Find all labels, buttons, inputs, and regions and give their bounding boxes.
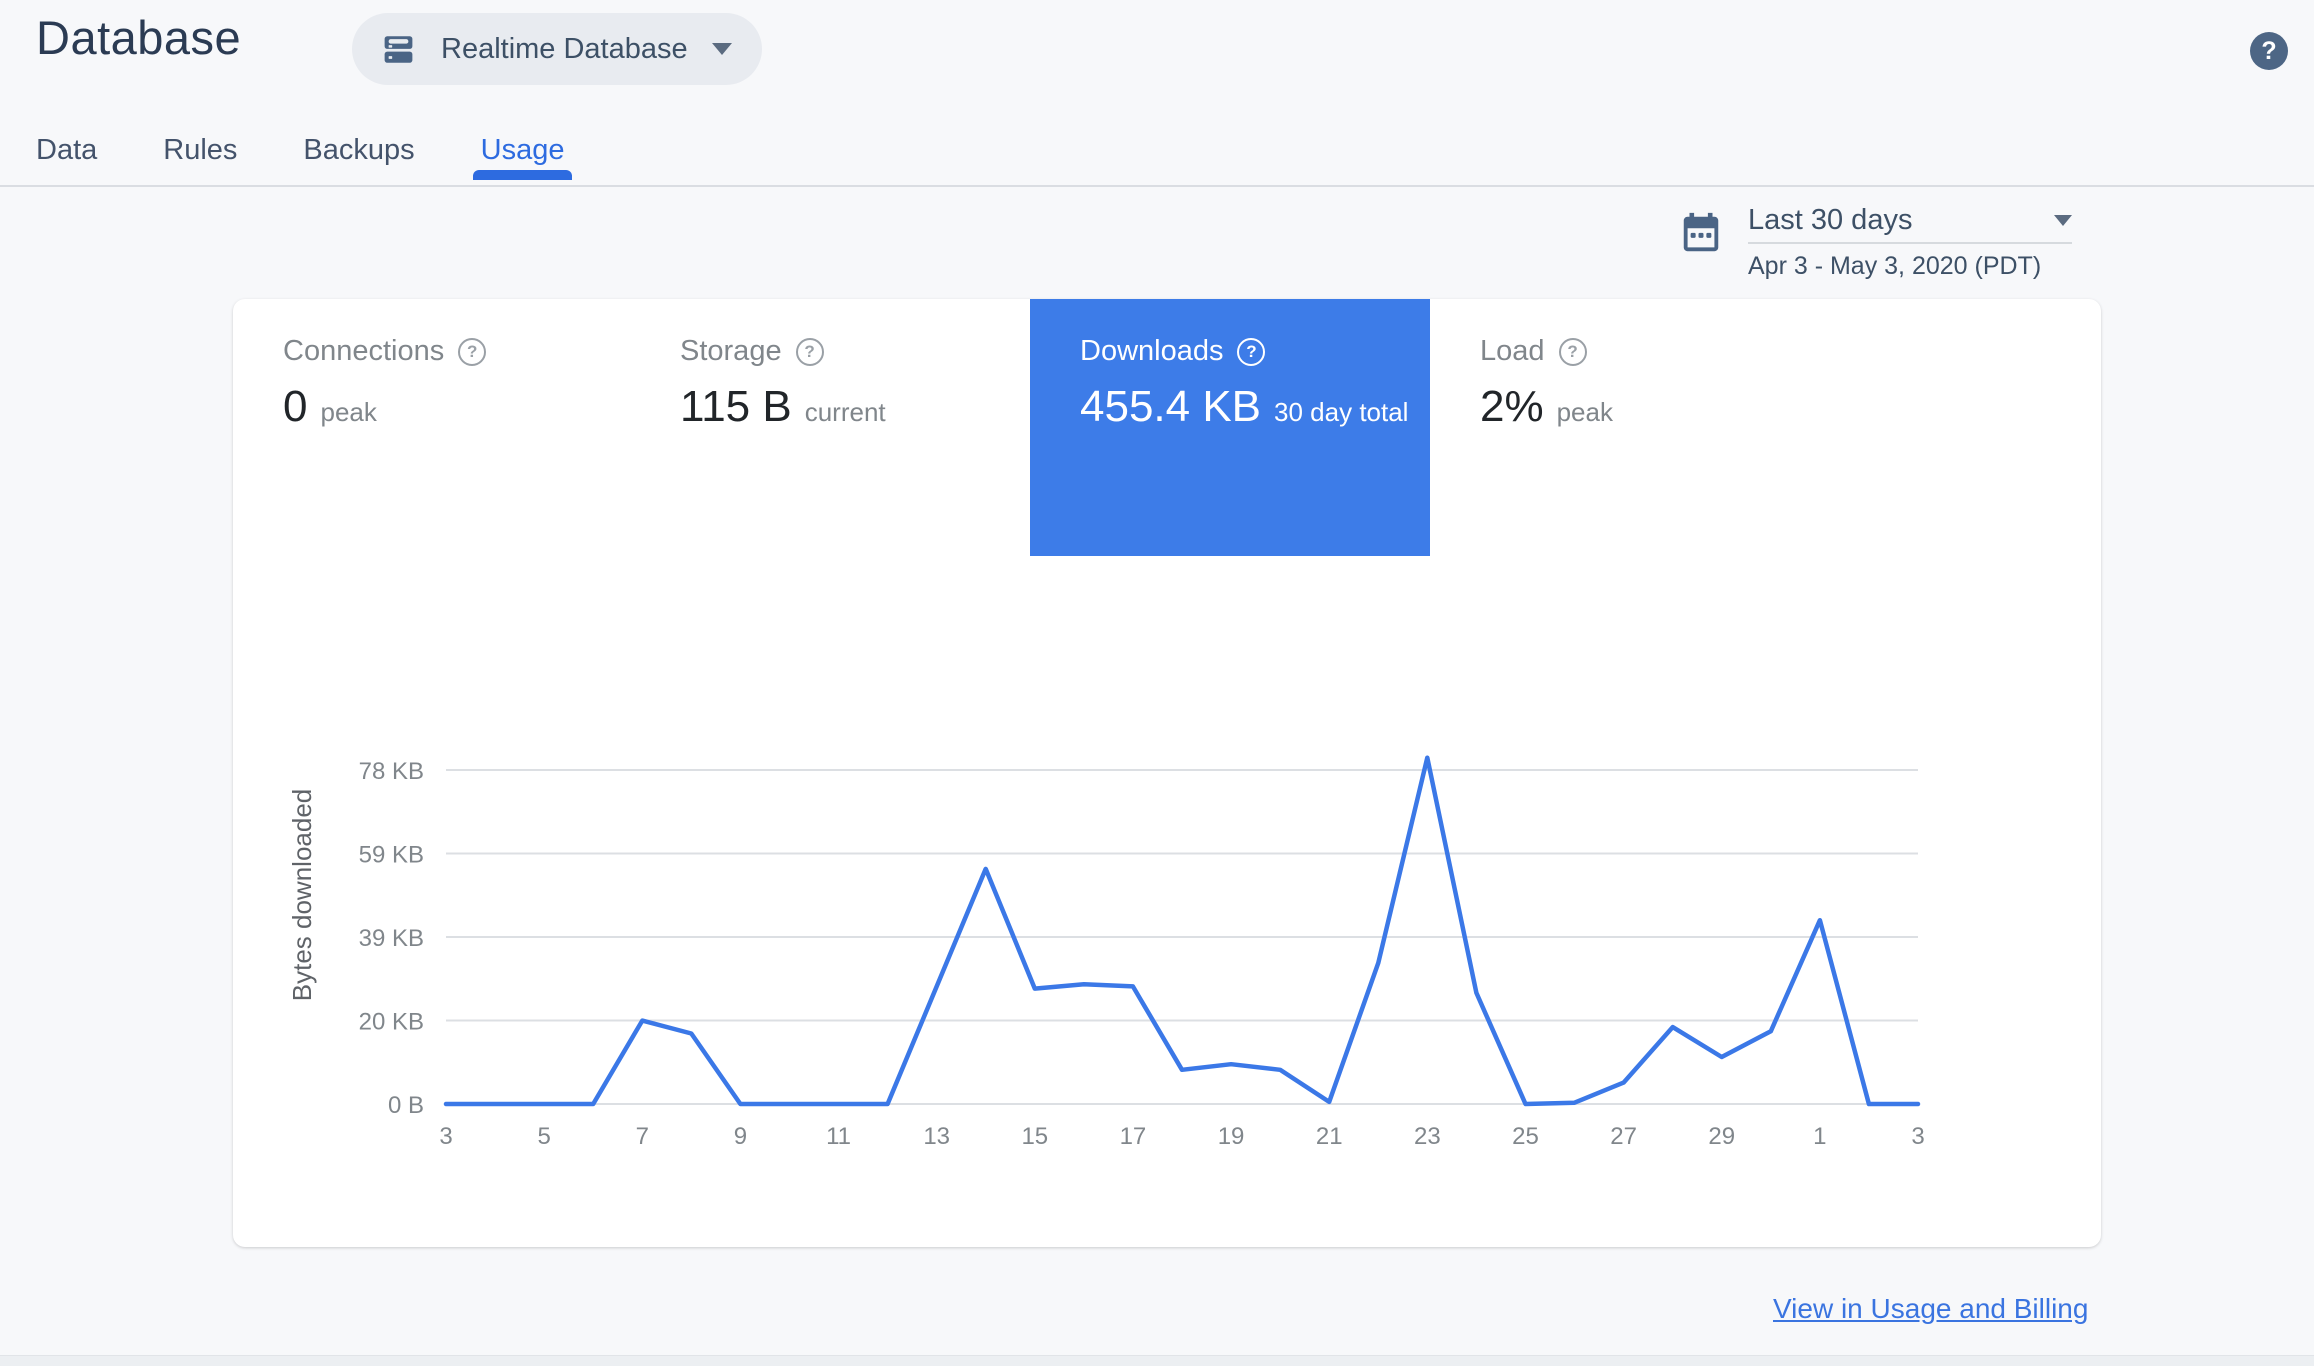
svg-text:59 KB: 59 KB <box>359 842 424 869</box>
calendar-icon <box>1678 210 1724 261</box>
svg-text:5: 5 <box>537 1123 550 1150</box>
stat-value: 455.4 KB <box>1080 382 1262 431</box>
tab-backups[interactable]: Backups <box>303 134 415 166</box>
svg-text:3: 3 <box>1911 1123 1924 1150</box>
svg-text:23: 23 <box>1414 1123 1441 1150</box>
svg-text:13: 13 <box>923 1123 950 1150</box>
svg-text:21: 21 <box>1316 1123 1343 1150</box>
stat-label: Load <box>1480 335 1545 367</box>
help-icon: ? <box>2261 36 2277 65</box>
chevron-down-icon <box>2054 214 2072 226</box>
svg-text:39 KB: 39 KB <box>359 925 424 952</box>
svg-text:3: 3 <box>439 1123 452 1150</box>
help-icon[interactable]: ? <box>458 337 487 366</box>
date-range-underline <box>1748 242 2072 244</box>
stat-downloads[interactable]: Downloads ? 455.4 KB 30 day total <box>1030 299 1430 556</box>
svg-text:20 KB: 20 KB <box>359 1009 424 1036</box>
svg-text:27: 27 <box>1610 1123 1637 1150</box>
svg-text:29: 29 <box>1708 1123 1735 1150</box>
date-range-detail: Apr 3 - May 3, 2020 (PDT) <box>1748 252 2042 280</box>
svg-text:25: 25 <box>1512 1123 1539 1150</box>
tab-rules[interactable]: Rules <box>163 134 238 166</box>
svg-text:1: 1 <box>1813 1123 1826 1150</box>
svg-text:19: 19 <box>1218 1123 1245 1150</box>
chevron-down-icon <box>711 43 732 55</box>
stat-value: 2% <box>1480 382 1544 431</box>
tab-bar: Data Rules Backups Usage <box>36 128 573 186</box>
stat-qualifier: peak <box>1556 397 1613 427</box>
tab-usage[interactable]: Usage <box>472 128 573 180</box>
svg-text:Bytes downloaded: Bytes downloaded <box>287 789 317 1001</box>
stat-qualifier: 30 day total <box>1274 397 1409 427</box>
svg-text:9: 9 <box>734 1123 747 1150</box>
svg-text:0 B: 0 B <box>388 1092 424 1119</box>
svg-text:78 KB: 78 KB <box>359 758 424 785</box>
date-range-selector[interactable]: Last 30 days Apr 3 - May 3, 2020 (PDT) <box>1678 200 2078 281</box>
help-icon[interactable]: ? <box>1558 337 1587 366</box>
stat-label: Connections <box>283 335 445 367</box>
page-title: Database <box>36 11 242 64</box>
svg-text:17: 17 <box>1120 1123 1147 1150</box>
tabs-divider <box>0 185 2314 187</box>
view-usage-billing-link[interactable]: View in Usage and Billing <box>1773 1293 2089 1324</box>
date-range-label: Last 30 days <box>1748 203 1913 236</box>
database-selector-label: Realtime Database <box>441 32 688 65</box>
date-range-text: Last 30 days Apr 3 - May 3, 2020 (PDT) <box>1748 200 2072 281</box>
next-section-edge <box>0 1355 2314 1366</box>
stat-storage[interactable]: Storage ? 115 B current <box>630 299 1030 556</box>
stat-value: 0 <box>283 382 308 431</box>
stat-qualifier: current <box>804 397 886 427</box>
tab-data[interactable]: Data <box>36 134 98 166</box>
svg-text:11: 11 <box>826 1123 851 1150</box>
stat-qualifier: peak <box>320 397 377 427</box>
help-button[interactable]: ? <box>2250 32 2288 70</box>
svg-text:7: 7 <box>636 1123 649 1150</box>
help-icon[interactable]: ? <box>795 337 824 366</box>
svg-text:15: 15 <box>1021 1123 1048 1150</box>
usage-card: Connections ? 0 peak Storage ? 115 B cur… <box>233 299 2101 1247</box>
help-icon[interactable]: ? <box>1237 337 1266 366</box>
database-selector[interactable]: Realtime Database <box>352 13 762 85</box>
stat-value: 115 B <box>680 382 792 431</box>
stat-connections[interactable]: Connections ? 0 peak <box>233 299 633 556</box>
stat-load[interactable]: Load ? 2% peak <box>1430 299 1830 556</box>
database-icon <box>380 31 417 68</box>
stat-label: Downloads <box>1080 335 1224 367</box>
stat-label: Storage <box>680 335 782 367</box>
